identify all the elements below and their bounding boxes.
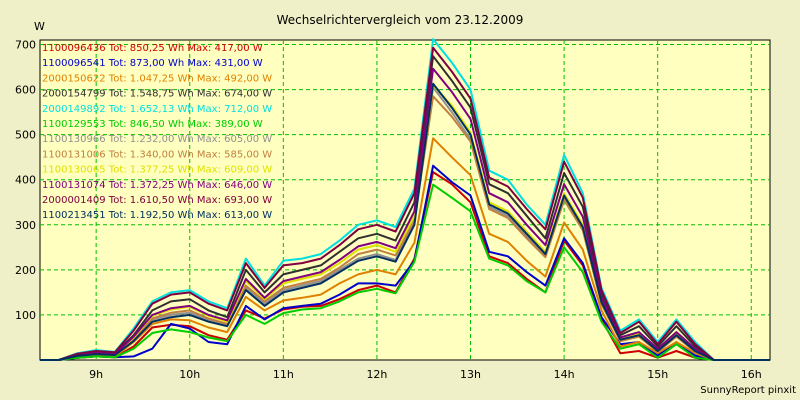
series-line-1100096436 — [40, 171, 770, 361]
x-tick-label: 12h — [366, 368, 387, 381]
y-tick-label: 300 — [15, 219, 36, 232]
legend-entry: 1100131006 Tot: 1.340,00 Wh Max: 585,00 … — [42, 149, 272, 160]
y-tick-label: 600 — [15, 84, 36, 97]
y-tick-label: 100 — [15, 309, 36, 322]
chart-credit: SunnyReport pinxit — [700, 385, 796, 396]
x-tick-label: 16h — [741, 368, 762, 381]
series-line-1100129553 — [40, 183, 770, 361]
legend-entry: 1100213451 Tot: 1.192,50 Wh Max: 613,00 … — [42, 210, 272, 221]
x-tick-label: 11h — [273, 368, 294, 381]
legend-entry: 1100131074 Tot: 1.372,25 Wh Max: 646,00 … — [42, 180, 272, 191]
series-line-2000154799 — [40, 55, 770, 361]
x-tick-label: 9h — [89, 368, 103, 381]
tick-layer: 100 200 300 400 500 600 700 9h 10h 11h 12h 13h 14h 15… — [15, 39, 762, 381]
series-line-1100213451 — [40, 82, 770, 361]
y-tick-label: 200 — [15, 264, 36, 277]
y-tick-label: 500 — [15, 129, 36, 142]
x-tick-label: 14h — [554, 368, 575, 381]
legend-entry: 1100130966 Tot: 1.232,00 Wh Max: 605,00 … — [42, 134, 272, 145]
legend-entry: 1100096436 Tot: 850,25 Wh Max: 417,00 W — [42, 43, 263, 54]
series-line-2000150622 — [40, 137, 770, 361]
series-line-1100131074 — [40, 67, 770, 361]
chart-title: Wechselrichtervergleich vom 23.12.2009 — [277, 13, 524, 27]
series-line-2000149892 — [40, 38, 770, 361]
legend-entry: 2000149892 Tot: 1.652,13 Wh Max: 712,00 … — [42, 104, 272, 115]
legend-entry: 1100129553 Tot: 846,50 Wh Max: 389,00 W — [42, 119, 263, 130]
y-tick-label: 400 — [15, 174, 36, 187]
series-layer — [40, 38, 770, 361]
legend-entry: 2000150622 Tot: 1.047,25 Wh Max: 492,00 … — [42, 73, 272, 84]
series-line-2000001409 — [40, 46, 770, 361]
legend-entry: 1100130065 Tot: 1.377,25 Wh Max: 609,00 … — [42, 165, 272, 176]
x-tick-label: 13h — [460, 368, 481, 381]
x-tick-label: 15h — [647, 368, 668, 381]
legend-entry: 2000001409 Tot: 1.610,50 Wh Max: 693,00 … — [42, 195, 272, 206]
legend: 1100096436 Tot: 850,25 Wh Max: 417,00 W 1… — [42, 43, 272, 221]
y-tick-label: 700 — [15, 39, 36, 52]
x-tick-label: 10h — [179, 368, 200, 381]
y-axis-unit-label: W — [34, 20, 45, 33]
legend-entry: 1100096541 Tot: 873,00 Wh Max: 431,00 W — [42, 58, 263, 69]
legend-entry: 2000154799 Tot: 1.548,75 Wh Max: 674,00 … — [42, 89, 272, 100]
